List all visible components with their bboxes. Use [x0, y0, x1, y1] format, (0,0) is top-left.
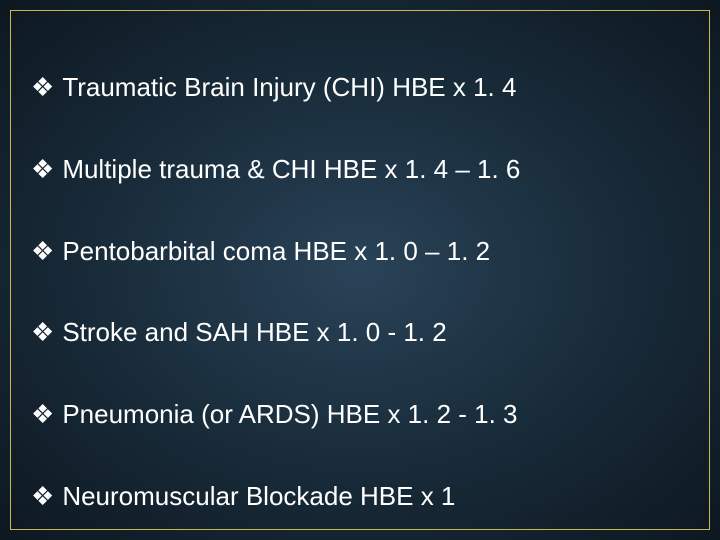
list-item: ❖ Pentobarbital coma HBE x 1. 0 – 1. 2 — [31, 235, 689, 269]
bullet-text: Stroke and SAH HBE x 1. 0 - 1. 2 — [62, 316, 446, 350]
slide-container: ❖ Traumatic Brain Injury (CHI) HBE x 1. … — [0, 0, 720, 540]
diamond-bullet-icon: ❖ — [31, 398, 54, 432]
slide-border: ❖ Traumatic Brain Injury (CHI) HBE x 1. … — [10, 10, 710, 530]
bullet-text: Pneumonia (or ARDS) HBE x 1. 2 - 1. 3 — [62, 398, 517, 432]
diamond-bullet-icon: ❖ — [31, 316, 54, 350]
list-item: ❖ Stroke and SAH HBE x 1. 0 - 1. 2 — [31, 316, 689, 350]
list-item: ❖ Neuromuscular Blockade HBE x 1 — [31, 480, 689, 514]
bullet-text: Traumatic Brain Injury (CHI) HBE x 1. 4 — [62, 71, 516, 105]
bullet-text: Multiple trauma & CHI HBE x 1. 4 – 1. 6 — [62, 153, 520, 187]
diamond-bullet-icon: ❖ — [31, 235, 54, 269]
bullet-text: Pentobarbital coma HBE x 1. 0 – 1. 2 — [62, 235, 490, 269]
diamond-bullet-icon: ❖ — [31, 153, 54, 187]
list-item: ❖ Traumatic Brain Injury (CHI) HBE x 1. … — [31, 71, 689, 105]
list-item: ❖ Pneumonia (or ARDS) HBE x 1. 2 - 1. 3 — [31, 398, 689, 432]
bullet-text: Neuromuscular Blockade HBE x 1 — [62, 480, 455, 514]
bullet-list: ❖ Traumatic Brain Injury (CHI) HBE x 1. … — [31, 71, 689, 514]
list-item: ❖ Multiple trauma & CHI HBE x 1. 4 – 1. … — [31, 153, 689, 187]
diamond-bullet-icon: ❖ — [31, 71, 54, 105]
diamond-bullet-icon: ❖ — [31, 480, 54, 514]
